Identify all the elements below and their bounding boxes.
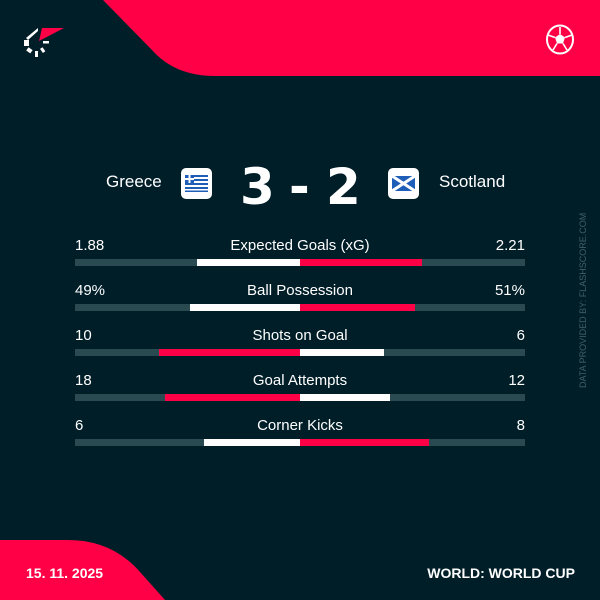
stat-label: Goal Attempts [252, 372, 348, 389]
greece-flag-icon [181, 168, 212, 199]
away-stat-bar [300, 259, 422, 266]
away-stat-value: 2.21 [495, 237, 525, 254]
away-stat-bar [300, 394, 390, 401]
competition-name: WORLD: WORLD CUP [427, 565, 575, 581]
stat-label: Corner Kicks [257, 417, 343, 434]
home-stat-value: 6 [75, 417, 84, 434]
match-date: 15. 11. 2025 [26, 565, 104, 581]
stat-bar-track [75, 439, 525, 446]
stat-bar-track [75, 394, 525, 401]
stat-row: 10 Shots on Goal 6 [75, 327, 525, 357]
stat-bar-track [75, 259, 525, 266]
home-stat-bar [159, 349, 300, 356]
soccer-ball-icon [546, 24, 574, 55]
home-stat-value: 49% [75, 282, 106, 299]
home-team-name: Greece [106, 172, 162, 191]
away-stat-value: 51% [494, 282, 525, 299]
away-stat-value: 8 [516, 417, 525, 434]
bottom-red-band [0, 540, 165, 600]
stat-bar-track [75, 304, 525, 311]
stat-row: 49% Ball Possession 51% [75, 282, 525, 312]
stat-label: Ball Possession [247, 282, 353, 299]
away-stat-bar [300, 349, 385, 356]
scotland-flag-icon [388, 168, 419, 199]
away-stat-bar [300, 304, 415, 311]
away-team-name: Scotland [439, 172, 506, 191]
stat-label: Shots on Goal [252, 327, 348, 344]
home-stat-bar [203, 439, 300, 446]
away-stat-value: 6 [516, 327, 525, 344]
home-stat-value: 18 [75, 372, 92, 389]
away-stat-value: 12 [508, 372, 525, 389]
away-stat-bar [300, 439, 429, 446]
away-score: 2 [326, 158, 363, 216]
home-stat-bar [165, 394, 300, 401]
top-red-band [103, 0, 600, 76]
home-stat-value: 1.88 [75, 237, 105, 254]
stat-bar-track [75, 349, 525, 356]
stat-row: 1.88 Expected Goals (xG) 2.21 [75, 237, 525, 267]
data-credit: DATA PROVIDED BY: FLASHSCORE.COM [578, 212, 588, 388]
stat-row: 18 Goal Attempts 12 [75, 372, 525, 402]
home-stat-bar [189, 304, 300, 311]
home-stat-value: 10 [75, 327, 92, 344]
home-stat-bar [196, 259, 300, 266]
stat-label: Expected Goals (xG) [230, 237, 370, 254]
flashscore-logo-icon [24, 28, 64, 57]
score-separator: - [289, 158, 312, 216]
stat-row: 6 Corner Kicks 8 [75, 417, 525, 447]
home-score: 3 [240, 158, 277, 216]
